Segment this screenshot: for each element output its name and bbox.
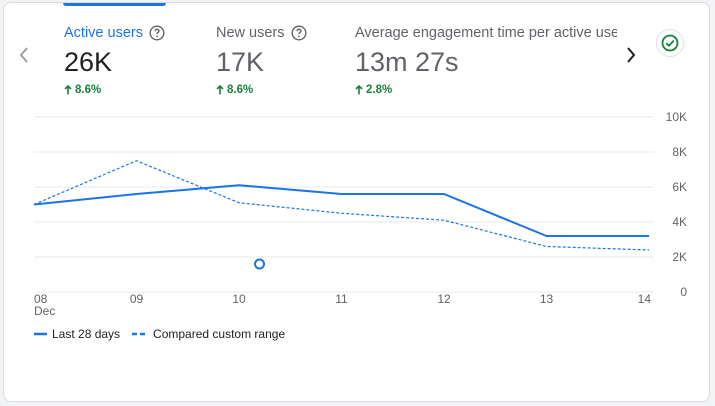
x-tick-label: 13	[540, 292, 554, 306]
metric-delta: 2.8%	[355, 84, 617, 96]
selected-tab-indicator	[63, 3, 166, 6]
next-metrics-button[interactable]	[621, 42, 641, 68]
metric-label: Active users	[64, 25, 143, 41]
arrow-up-icon	[64, 85, 72, 95]
arrow-up-icon	[355, 85, 363, 95]
legend-item-compared-range[interactable]: Compared custom range	[132, 327, 285, 341]
metric-new-users[interactable]: New users 17K 8.6%	[216, 25, 307, 96]
check-circle-icon	[661, 34, 679, 52]
metric-engagement-time[interactable]: Average engagement time per active user …	[355, 25, 617, 96]
x-tick-label: 08	[34, 292, 48, 306]
series-line-last-28-days	[33, 184, 649, 237]
delta-value: 2.8%	[366, 84, 393, 96]
series-line-compared-range	[33, 160, 650, 251]
metric-value: 13m 27s	[355, 47, 459, 77]
y-tick-label: 2K	[672, 250, 687, 264]
dashed-line-swatch	[132, 332, 149, 336]
solid-line-swatch	[34, 332, 47, 336]
legend-item-last-28-days[interactable]: Last 28 days	[34, 327, 120, 341]
y-tick-label: 6K	[672, 180, 687, 194]
status-indicator[interactable]	[656, 29, 684, 57]
legend-label: Last 28 days	[52, 327, 121, 341]
active-users-card: Active users 26K 8.6% New users 17K	[3, 2, 710, 402]
chevron-left-icon	[19, 47, 28, 63]
y-tick-label: 0	[680, 285, 687, 299]
x-tick-sublabel: Dec	[34, 304, 55, 318]
metric-active-users[interactable]: Active users 26K 8.6%	[64, 25, 165, 96]
x-tick-label: 12	[437, 292, 451, 306]
chart-legend: Last 28 days Compared custom range	[34, 327, 297, 341]
metric-delta: 8.6%	[216, 84, 307, 96]
metric-label: New users	[216, 25, 285, 41]
arrow-up-icon	[216, 85, 224, 95]
previous-metrics-button[interactable]	[14, 42, 34, 68]
x-tick-label: 10	[232, 292, 246, 306]
metric-label: Average engagement time per active user	[355, 25, 617, 41]
metric-value: 26K	[64, 47, 113, 77]
delta-value: 8.6%	[75, 84, 102, 96]
x-tick-label: 11	[335, 292, 348, 306]
help-circle-icon[interactable]	[290, 25, 307, 41]
y-tick-label: 4K	[672, 215, 687, 229]
x-tick-label: 14	[638, 292, 652, 306]
help-circle-icon[interactable]	[149, 25, 165, 41]
legend-label: Compared custom range	[153, 327, 286, 341]
y-tick-label: 8K	[672, 145, 687, 159]
annotation-marker	[254, 258, 265, 270]
metric-delta: 8.6%	[64, 84, 165, 96]
metric-value: 17K	[216, 47, 265, 77]
y-tick-label: 10K	[666, 110, 687, 124]
chevron-right-icon	[627, 47, 636, 63]
delta-value: 8.6%	[227, 84, 254, 96]
x-tick-label: 09	[130, 292, 144, 306]
line-chart: 0 2K 4K 6K 8K 10K 08 09 10 11 12 13 14 Dec	[33, 110, 687, 318]
